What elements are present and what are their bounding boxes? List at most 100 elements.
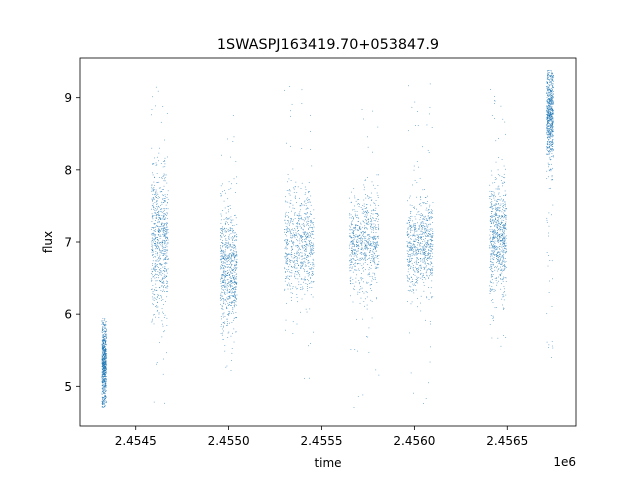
data-point (413, 165, 415, 167)
data-point (497, 252, 499, 253)
data-point (163, 230, 165, 232)
data-point (312, 273, 314, 275)
data-point (492, 236, 494, 238)
data-point (354, 213, 356, 215)
data-point (492, 271, 494, 272)
data-point (151, 274, 153, 276)
data-point (430, 346, 431, 348)
data-point (163, 235, 165, 237)
data-point (231, 228, 233, 229)
data-point (376, 247, 378, 248)
data-point (161, 223, 162, 225)
data-point (498, 240, 499, 242)
data-point (501, 283, 502, 285)
data-point (167, 291, 168, 292)
data-point (430, 210, 432, 212)
data-point (300, 228, 302, 229)
data-point (496, 278, 497, 279)
data-point (375, 218, 377, 220)
data-point (415, 248, 417, 250)
data-point (231, 272, 233, 274)
data-point (227, 264, 229, 265)
data-point (427, 235, 429, 237)
data-point (412, 288, 414, 290)
data-point (493, 246, 495, 248)
data-point (493, 320, 494, 321)
data-point (351, 221, 352, 223)
data-point (365, 220, 367, 222)
data-point (165, 236, 167, 238)
data-point (301, 261, 303, 263)
data-point (498, 234, 500, 236)
data-point (412, 283, 414, 285)
data-point (104, 392, 105, 394)
data-point (408, 236, 410, 238)
data-point (356, 263, 358, 264)
data-point (494, 182, 496, 183)
data-point (288, 223, 290, 225)
data-point (294, 233, 295, 235)
data-point (233, 305, 235, 306)
data-point (164, 160, 165, 161)
data-point (102, 372, 104, 373)
data-point (158, 317, 160, 319)
data-point (224, 276, 225, 278)
data-point (104, 346, 106, 347)
data-point (232, 237, 234, 239)
data-point (162, 247, 163, 249)
data-point (364, 252, 365, 254)
data-point (309, 243, 311, 245)
data-point (425, 246, 427, 248)
data-point (221, 299, 222, 300)
data-point (102, 388, 104, 389)
data-point (294, 213, 296, 215)
data-point (496, 200, 498, 202)
data-point (298, 257, 300, 259)
data-point (159, 236, 161, 237)
data-point (231, 255, 233, 256)
data-point (230, 280, 232, 281)
data-point (365, 254, 367, 255)
data-point (284, 89, 285, 91)
data-point (105, 370, 106, 371)
data-point (102, 352, 104, 353)
data-point (156, 197, 157, 198)
data-point (361, 243, 363, 245)
data-point (309, 308, 311, 310)
data-point (414, 231, 415, 233)
data-point (223, 274, 225, 275)
data-point (103, 357, 105, 359)
data-point (374, 268, 376, 269)
data-point (503, 181, 505, 183)
data-point (413, 241, 414, 242)
data-point (419, 204, 421, 205)
data-point (220, 278, 221, 280)
data-point (415, 279, 417, 280)
data-point (224, 272, 226, 274)
data-point (411, 277, 412, 278)
data-point (350, 226, 351, 228)
data-point (164, 234, 166, 235)
data-point (102, 360, 104, 362)
data-point (225, 192, 226, 194)
data-point (305, 232, 307, 234)
data-point (102, 326, 104, 328)
data-point (287, 228, 289, 230)
data-point (309, 272, 310, 273)
data-point (233, 232, 235, 234)
data-point (432, 228, 433, 230)
data-point (287, 201, 289, 203)
data-point (370, 260, 372, 262)
data-point (154, 209, 156, 211)
data-point (429, 239, 431, 241)
data-point (349, 270, 351, 272)
data-point (311, 237, 312, 239)
data-point (105, 350, 106, 352)
data-point (373, 257, 375, 259)
data-point (236, 294, 238, 296)
data-point (105, 348, 107, 349)
point-cluster-1 (101, 318, 107, 408)
data-point (291, 272, 293, 274)
data-point (368, 237, 370, 239)
data-point (424, 223, 426, 224)
